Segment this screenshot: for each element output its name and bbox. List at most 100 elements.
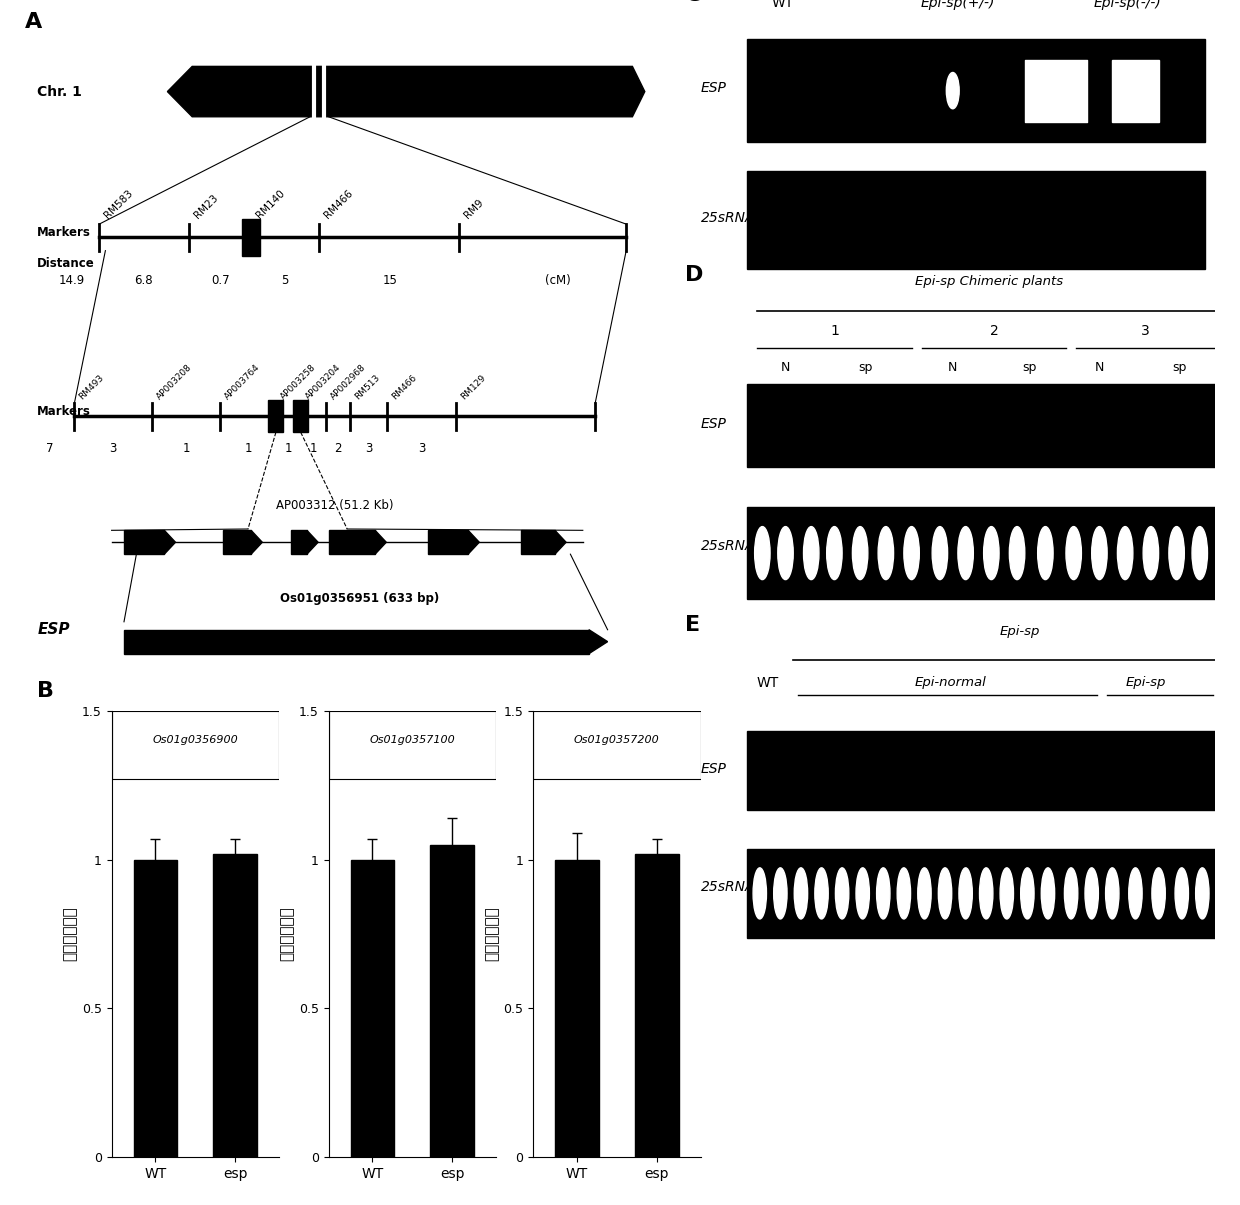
Text: Epi-sp(-/-): Epi-sp(-/-) [1094,0,1162,11]
Text: 1: 1 [182,441,190,454]
Text: 1: 1 [309,441,317,454]
Ellipse shape [932,527,947,580]
Bar [351,859,394,1157]
Text: ESP: ESP [37,622,69,637]
Bar [746,171,1205,270]
Ellipse shape [774,868,787,919]
Bar [293,400,308,433]
Text: AP003258: AP003258 [279,363,317,401]
Text: AP003204: AP003204 [304,363,342,401]
Text: Markers: Markers [37,405,91,417]
Text: Epi-sp: Epi-sp [1126,676,1166,689]
Text: ESP: ESP [701,417,727,431]
Ellipse shape [1195,868,1209,919]
Text: AP003764: AP003764 [223,363,262,401]
Text: 1: 1 [244,441,252,454]
Text: WT: WT [771,0,794,11]
Text: 7: 7 [46,441,53,454]
Text: AP002968: AP002968 [329,363,367,401]
Ellipse shape [815,868,828,919]
Text: A: A [25,12,42,33]
Text: ESP: ESP [701,762,727,776]
Text: E: E [686,615,701,635]
Text: RM493: RM493 [77,374,105,401]
Text: Os01g0357100: Os01g0357100 [370,735,455,745]
Ellipse shape [957,527,973,580]
Bar [430,845,474,1157]
Ellipse shape [983,527,999,580]
Ellipse shape [898,868,910,919]
Ellipse shape [836,868,849,919]
Text: RM466: RM466 [322,188,355,221]
Text: 0.7: 0.7 [211,274,229,287]
Text: RM23: RM23 [192,193,219,221]
Ellipse shape [795,868,807,919]
Bar [635,853,678,1157]
Text: RM129: RM129 [459,374,487,401]
FancyArrow shape [306,530,317,554]
Bar [213,853,257,1157]
Text: 25sRNA: 25sRNA [701,880,755,894]
Ellipse shape [1176,868,1188,919]
Ellipse shape [1169,527,1184,580]
Ellipse shape [1021,868,1034,919]
Ellipse shape [777,527,794,580]
Ellipse shape [877,868,890,919]
Y-axis label: 相对表达水平: 相对表达水平 [63,906,78,962]
Ellipse shape [804,527,818,580]
Bar [124,630,589,653]
Ellipse shape [1064,868,1078,919]
Text: sp: sp [1023,362,1037,374]
Ellipse shape [1042,868,1055,919]
Ellipse shape [856,868,869,919]
Ellipse shape [852,527,868,580]
Text: Markers: Markers [37,225,91,239]
Bar [746,848,1215,937]
Ellipse shape [918,868,931,919]
Text: RM140: RM140 [254,188,286,221]
Ellipse shape [753,868,766,919]
Text: D: D [686,265,703,284]
Text: Os01g0356900: Os01g0356900 [153,735,238,745]
Text: 6.8: 6.8 [134,274,154,287]
Ellipse shape [755,527,770,580]
Text: 3: 3 [1141,324,1151,339]
Text: 3: 3 [366,441,372,454]
Ellipse shape [1192,527,1208,580]
Text: RM583: RM583 [102,188,135,221]
Text: 2: 2 [990,324,998,339]
Ellipse shape [946,72,960,108]
Text: AP003312 (51.2 Kb): AP003312 (51.2 Kb) [277,499,393,512]
Ellipse shape [1152,868,1166,919]
FancyArrow shape [467,530,479,554]
Ellipse shape [959,868,972,919]
Text: AP003208: AP003208 [155,363,193,401]
Bar [134,859,177,1157]
Ellipse shape [1009,527,1024,580]
Bar [124,530,164,554]
Text: 25sRNA: 25sRNA [701,540,755,553]
Ellipse shape [1128,868,1142,919]
Text: N: N [949,362,957,374]
Ellipse shape [1001,868,1013,919]
Polygon shape [167,66,645,117]
Ellipse shape [1106,868,1118,919]
Text: 15: 15 [383,274,398,287]
Text: 1: 1 [830,324,838,339]
Bar [268,400,283,433]
Text: Epi-sp(+/-): Epi-sp(+/-) [921,0,994,11]
Ellipse shape [1038,527,1053,580]
FancyArrow shape [164,530,176,554]
Text: sp: sp [858,362,873,374]
Text: RM9: RM9 [463,198,485,221]
Bar [242,219,259,255]
Bar [1112,59,1158,122]
Ellipse shape [1085,868,1099,919]
FancyArrow shape [250,530,263,554]
Text: Os01g0356951 (633 bp): Os01g0356951 (633 bp) [280,592,439,605]
Bar [428,530,469,554]
Text: RM513: RM513 [353,374,382,401]
Bar [291,530,306,554]
Text: N: N [781,362,790,374]
Bar [329,530,374,554]
